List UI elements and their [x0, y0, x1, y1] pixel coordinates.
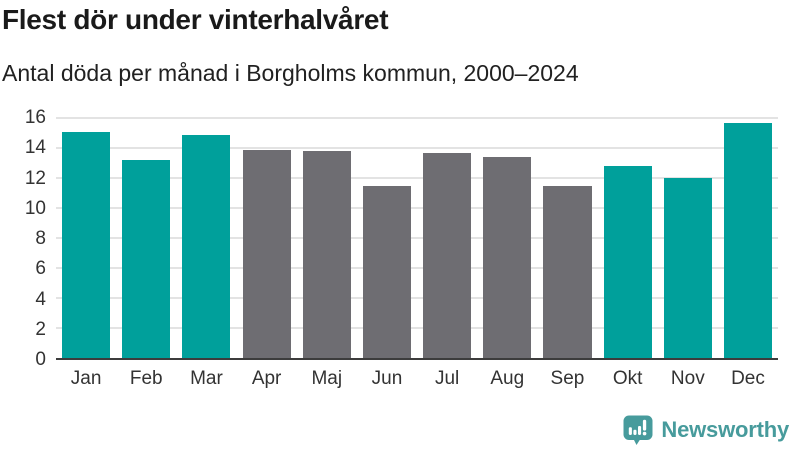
x-axis-labels: Jan Feb Mar Apr Maj Jun Jul Aug Sep Okt Nov Dec — [56, 368, 778, 390]
bar-slot-feb — [116, 118, 176, 358]
x-axis-tick-jun: Jun — [371, 368, 403, 389]
gridline-2 — [56, 327, 778, 329]
gridline-8 — [56, 237, 778, 239]
bar-slot-jun — [357, 118, 417, 358]
bar-slot-jan — [56, 118, 116, 358]
bar-mar — [182, 134, 231, 358]
y-axis-tick-8: 8 — [35, 228, 46, 249]
bar-nov — [663, 178, 712, 358]
y-axis-tick-4: 4 — [35, 288, 46, 310]
y-axis-tick-2: 2 — [35, 318, 46, 340]
x-axis-tick-maj: Maj — [311, 368, 343, 389]
gridline-6 — [56, 267, 778, 269]
gridline-14 — [56, 147, 778, 149]
bar-slot-mar — [176, 118, 236, 358]
bar-slot-dec — [718, 118, 778, 358]
bar-apr — [242, 149, 291, 358]
chart-subtitle: Antal döda per månad i Borgholms kommun,… — [2, 60, 579, 86]
bar-dec — [723, 122, 773, 358]
newsworthy-logo: Newsworthy — [623, 415, 789, 445]
bar-slot-apr — [237, 118, 297, 358]
x-axis-tick-nov: Nov — [670, 368, 705, 389]
y-axis-tick-6: 6 — [35, 258, 46, 280]
page-title: Flest dör under vinterhalvåret — [2, 4, 389, 35]
x-axis-tick-okt: Okt — [612, 368, 643, 389]
y-axis-tick-10: 10 — [24, 197, 46, 219]
y-axis-tick-16: 16 — [24, 107, 46, 128]
gridline-12 — [56, 177, 778, 179]
bar-jan — [62, 131, 111, 358]
bar-slot-okt — [598, 118, 658, 358]
bar-feb — [122, 160, 171, 358]
bar-maj — [302, 151, 351, 358]
gridline-10 — [56, 207, 778, 209]
newsworthy-logo-icon — [623, 415, 653, 445]
y-axis-tick-0: 0 — [35, 349, 46, 370]
bar-slot-aug — [477, 118, 537, 358]
bar-slot-jul — [417, 118, 477, 358]
x-axis-tick-dec: Dec — [731, 368, 765, 389]
plot-area — [56, 117, 778, 360]
x-axis-tick-feb: Feb — [129, 368, 163, 389]
gridline-4 — [56, 297, 778, 299]
x-axis-tick-aug: Aug — [490, 368, 525, 389]
x-axis-tick-jan: Jan — [70, 368, 102, 389]
x-axis-tick-mar: Mar — [190, 368, 223, 389]
x-axis-tick-sep: Sep — [550, 368, 585, 389]
bar-slot-nov — [658, 118, 718, 358]
bar-slot-maj — [297, 118, 357, 358]
y-axis-tick-12: 12 — [24, 167, 46, 189]
gridline-16 — [56, 117, 778, 119]
bar-aug — [483, 157, 532, 358]
y-axis-tick-14: 14 — [24, 137, 46, 159]
bar-okt — [603, 166, 652, 358]
bar-jul — [423, 152, 472, 358]
x-axis-tick-jul: Jul — [434, 368, 460, 389]
bar-sep — [543, 185, 592, 358]
newsworthy-wordmark: Newsworthy — [661, 417, 789, 442]
bar-jun — [362, 185, 411, 358]
bar-slot-sep — [537, 118, 597, 358]
x-axis-tick-apr: Apr — [251, 368, 282, 389]
